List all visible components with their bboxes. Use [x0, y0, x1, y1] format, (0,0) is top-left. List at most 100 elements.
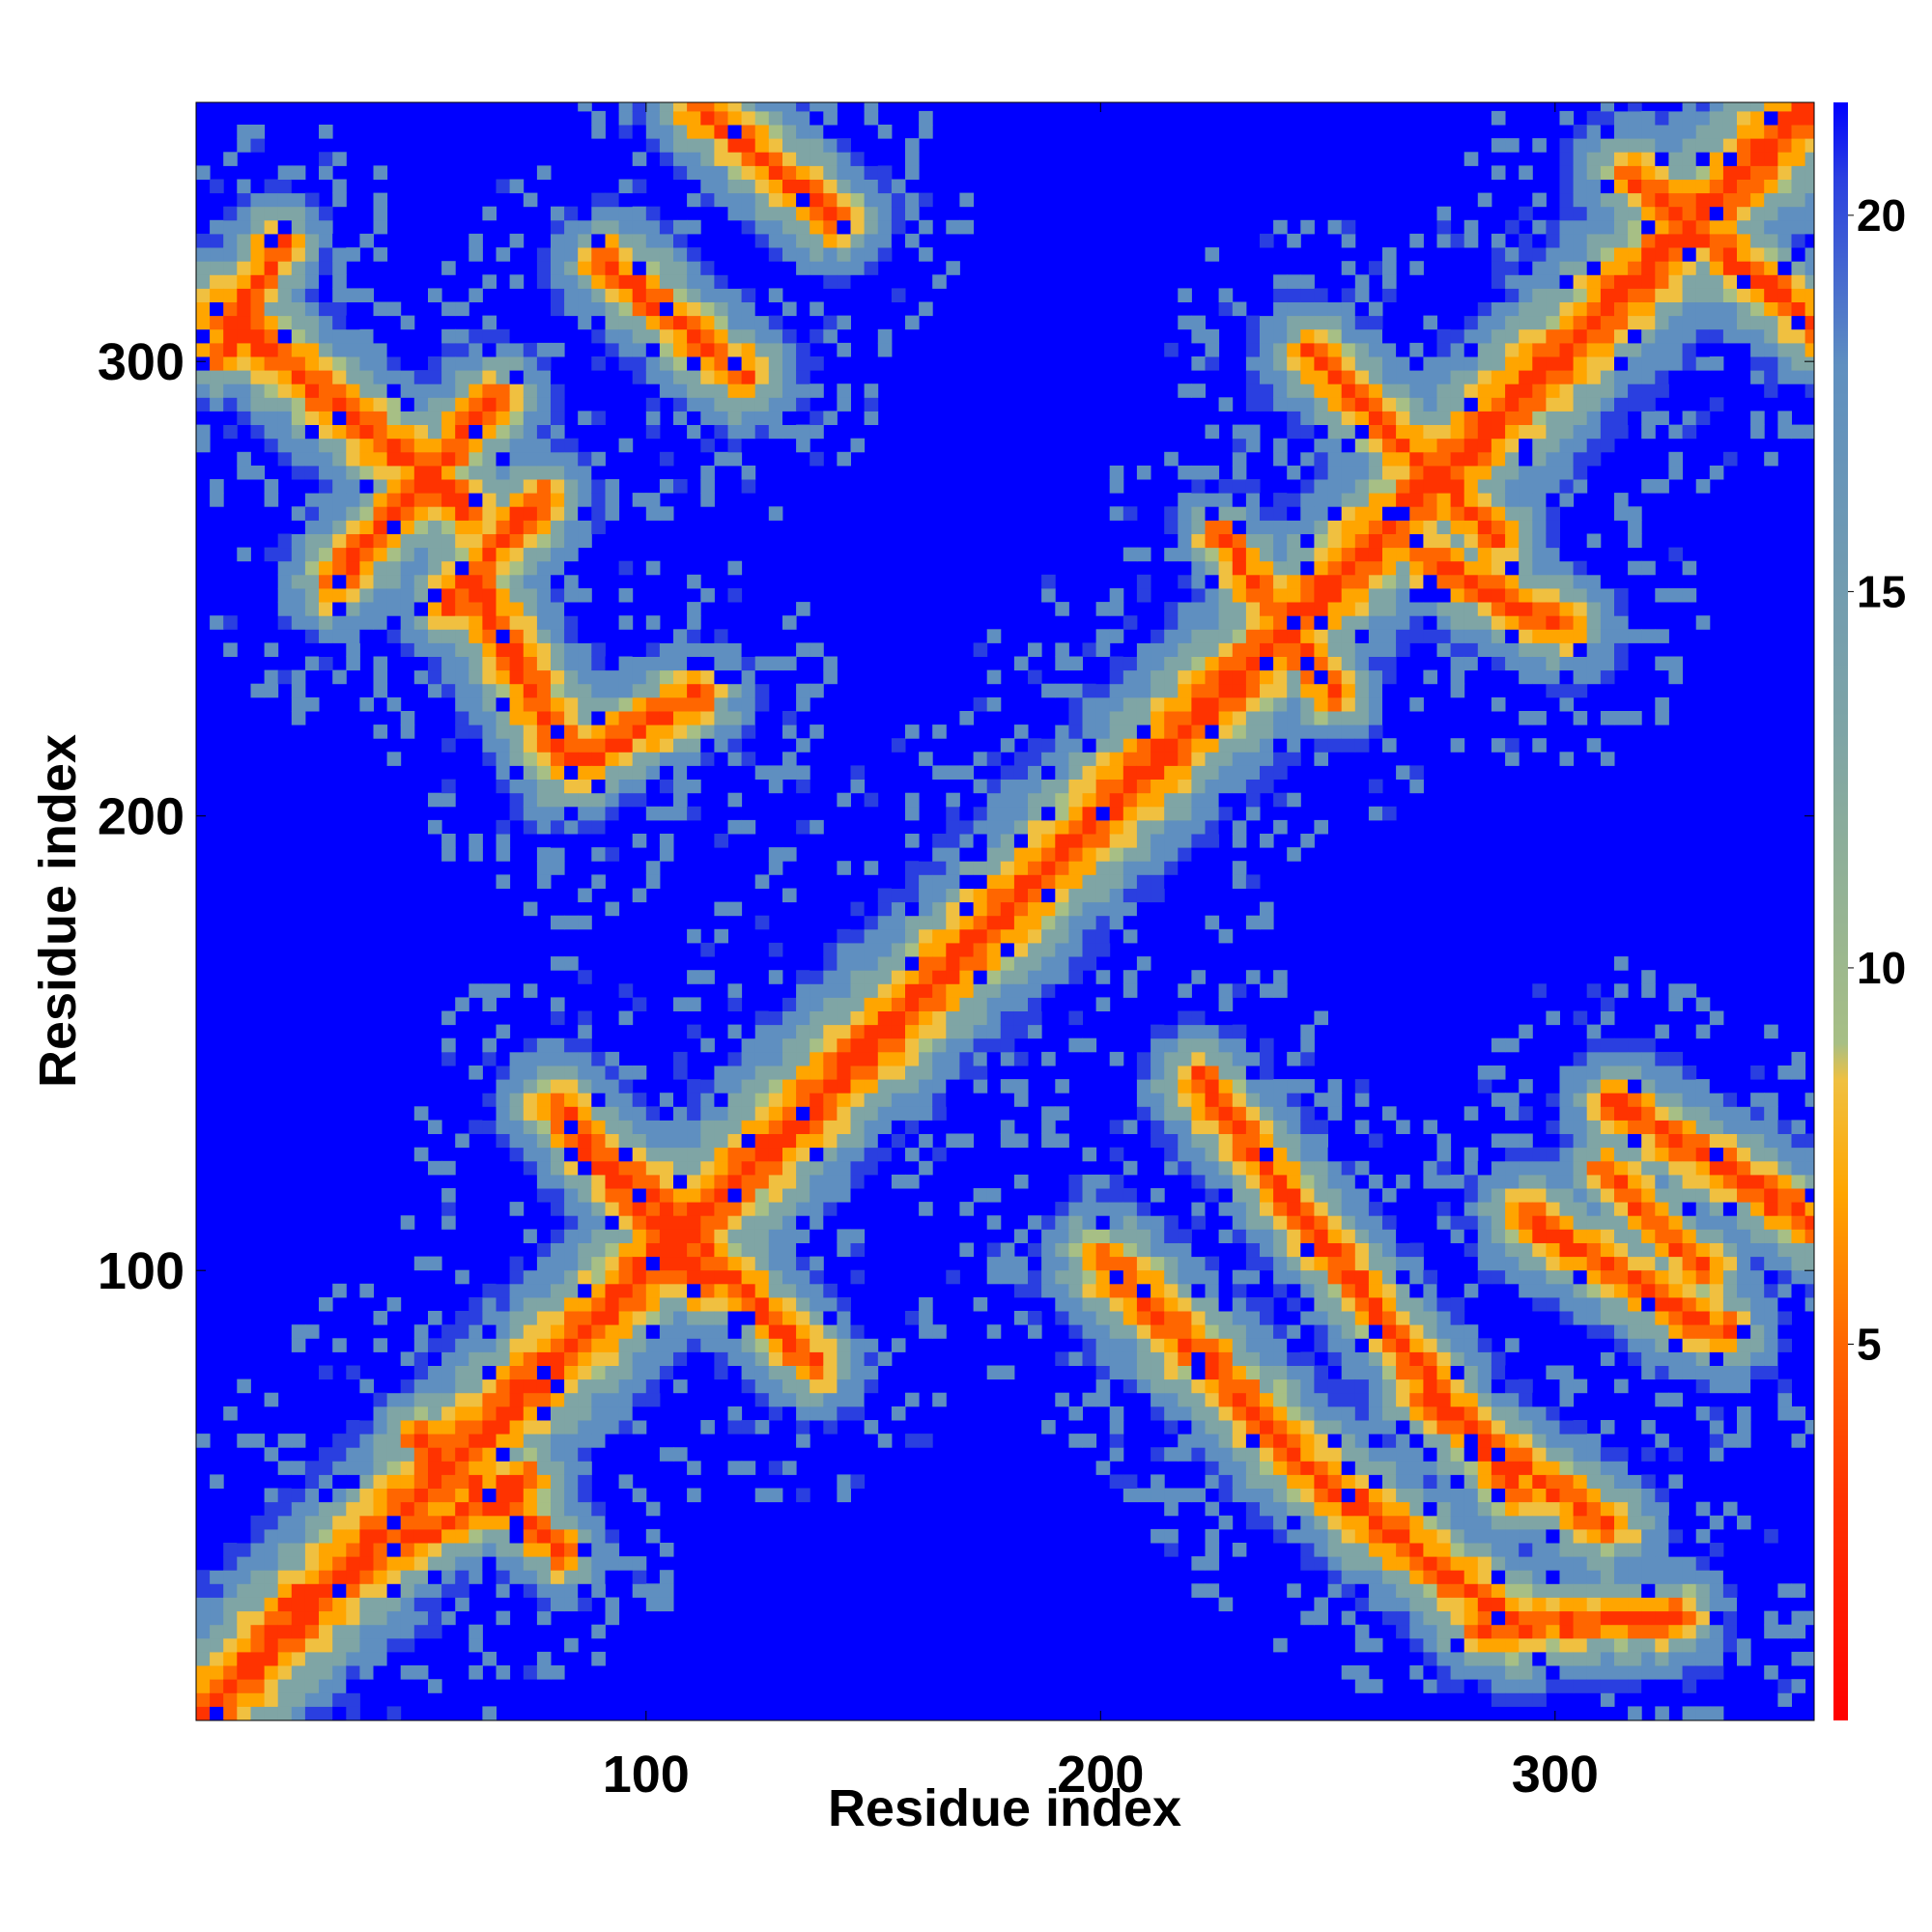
heatmap-cell — [1232, 752, 1247, 766]
heatmap-cell — [1205, 1311, 1220, 1325]
heatmap-cell — [1396, 1269, 1410, 1285]
heatmap-cell — [1151, 874, 1165, 889]
heatmap-cell — [1396, 1556, 1410, 1571]
heatmap-cell — [877, 125, 893, 139]
heatmap-cell — [673, 315, 688, 330]
heatmap-cell — [359, 411, 374, 425]
heatmap-cell — [1396, 1311, 1410, 1325]
heatmap-cell — [823, 656, 838, 671]
heatmap-cell — [264, 1624, 279, 1639]
heatmap-cell — [304, 1583, 320, 1598]
heatmap-cell — [373, 1624, 388, 1639]
heatmap-cell — [564, 1597, 579, 1612]
heatmap-cell — [250, 192, 266, 208]
heatmap-cell — [1287, 1133, 1301, 1149]
heatmap-cell — [618, 752, 634, 766]
heatmap-cell — [1068, 834, 1083, 848]
heatmap-cell — [837, 1065, 851, 1080]
heatmap-cell — [277, 547, 293, 562]
heatmap-cell — [768, 656, 783, 671]
heatmap-cell — [823, 956, 838, 971]
heatmap-cell — [1122, 792, 1138, 808]
heatmap-cell — [645, 1147, 661, 1162]
heatmap-cell — [1082, 901, 1097, 917]
heatmap-cell — [523, 1037, 538, 1053]
heatmap-cell — [1028, 669, 1042, 685]
heatmap-cell — [482, 1351, 497, 1366]
heatmap-cell — [959, 219, 974, 235]
heatmap-cell — [482, 1420, 497, 1435]
heatmap-cell — [386, 1570, 402, 1584]
heatmap-cell — [864, 1133, 879, 1149]
heatmap-cell — [332, 1434, 347, 1448]
heatmap-cell — [1341, 1447, 1356, 1462]
heatmap-cell — [837, 1051, 851, 1066]
heatmap-cell — [741, 696, 756, 712]
heatmap-cell — [754, 656, 770, 671]
heatmap-cell — [714, 669, 728, 685]
heatmap-cell — [659, 656, 674, 671]
heatmap-cell — [796, 1338, 810, 1352]
heatmap-cell — [1341, 219, 1356, 235]
heatmap-cell — [1273, 1515, 1288, 1530]
heatmap-cell — [1164, 696, 1179, 712]
heatmap-cell — [578, 102, 592, 112]
heatmap-cell — [428, 1378, 442, 1394]
heatmap-cell — [605, 683, 620, 698]
heatmap-cell — [469, 493, 483, 507]
heatmap-cell — [413, 479, 429, 494]
heatmap-cell — [1287, 533, 1301, 549]
heatmap-cell — [891, 1120, 906, 1134]
heatmap-cell — [1273, 315, 1288, 330]
heatmap-cell — [714, 138, 728, 153]
heatmap-cell — [455, 342, 469, 357]
heatmap-cell — [1205, 328, 1220, 344]
heatmap-cell — [1287, 1296, 1301, 1312]
heatmap-cell — [304, 479, 320, 494]
heatmap-cell — [591, 1283, 606, 1298]
heatmap-cell — [1382, 696, 1397, 712]
heatmap-cell — [1396, 1474, 1410, 1489]
heatmap-cell — [386, 1543, 402, 1557]
heatmap-cell — [1232, 1051, 1247, 1066]
heatmap-cell — [1164, 533, 1179, 549]
heatmap-cell — [1341, 438, 1356, 453]
heatmap-cell — [1164, 1120, 1179, 1134]
heatmap-cell — [1122, 1229, 1138, 1243]
heatmap-cell — [1245, 1106, 1261, 1121]
heatmap-cell — [523, 1324, 538, 1339]
heatmap-cell — [768, 219, 783, 235]
heatmap-cell — [400, 1461, 415, 1475]
heatmap-cell — [237, 125, 251, 139]
heatmap-cell — [741, 370, 756, 384]
heatmap-cell — [237, 1651, 251, 1666]
heatmap-cell — [837, 315, 851, 330]
heatmap-cell — [1300, 1024, 1315, 1039]
heatmap-cell — [482, 1093, 497, 1107]
heatmap-cell — [210, 288, 224, 302]
heatmap-cell — [605, 247, 620, 262]
heatmap-cell — [632, 356, 647, 371]
heatmap-cell — [346, 424, 360, 440]
heatmap-cell — [428, 411, 442, 425]
heatmap-cell — [1354, 1543, 1370, 1557]
heatmap-cell — [523, 779, 538, 794]
heatmap-cell — [782, 1160, 797, 1176]
heatmap-cell — [714, 1051, 728, 1066]
heatmap-cell — [523, 192, 538, 208]
heatmap-cell — [591, 125, 606, 139]
heatmap-cell — [509, 560, 525, 576]
heatmap-cell — [754, 874, 770, 889]
heatmap-cell — [223, 301, 238, 317]
heatmap-cell — [810, 1420, 824, 1435]
heatmap-cell — [605, 847, 620, 862]
heatmap-cell — [1314, 696, 1328, 712]
heatmap-cell — [441, 560, 456, 576]
heatmap-cell — [632, 261, 647, 275]
heatmap-cell — [332, 615, 347, 630]
heatmap-cell — [837, 792, 851, 808]
heatmap-cell — [1245, 1120, 1261, 1134]
heatmap-cell — [1382, 1269, 1397, 1285]
heatmap-cell — [1354, 520, 1370, 534]
heatmap-cell — [1218, 1037, 1234, 1053]
